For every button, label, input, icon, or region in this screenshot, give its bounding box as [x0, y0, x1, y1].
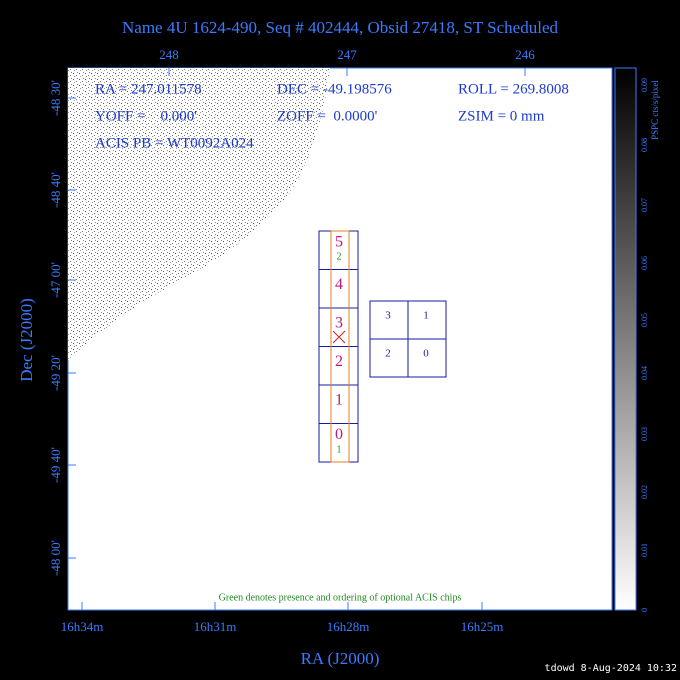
pb-region: [330, 230, 350, 463]
colorbar-tick-label: 0.04: [640, 366, 649, 380]
acis-s-label: 1: [335, 392, 343, 409]
x-label: RA (J2000): [301, 649, 380, 668]
acis-s-label: 2: [335, 353, 343, 370]
left-tick-label: -47 00': [48, 262, 63, 298]
left-tick-label: -48 30': [48, 80, 63, 116]
info-text: ZSIM = 0 mm: [458, 108, 545, 124]
colorbar-tick-label: 0.07: [640, 198, 649, 212]
left-tick-label: -48 00': [48, 540, 63, 576]
acis-i-label: 2: [385, 348, 391, 360]
left-tick-label: -49 20': [48, 355, 63, 391]
colorbar-tick-label: 0.05: [640, 313, 649, 327]
colorbar-tick-label: 0.02: [640, 485, 649, 499]
acis-s-label: 4: [335, 276, 343, 293]
colorbar: [614, 67, 637, 611]
top-tick-label: 246: [515, 47, 535, 62]
info-text: YOFF = 0.000': [95, 108, 197, 124]
info-text: ACIS PB = WT0092A024: [95, 135, 254, 151]
info-text: ZOFF = 0.0000': [277, 108, 378, 124]
left-tick-label: -49 40': [48, 447, 63, 483]
optional-mark: 1: [337, 444, 342, 455]
acis-s-label: 0: [335, 426, 343, 443]
footer: tdowd 8-Aug-2024 10:32: [545, 663, 677, 674]
info-text: ROLL = 269.8008: [458, 81, 569, 97]
y-label: Dec (J2000): [17, 298, 36, 382]
colorbar-tick-label: 0.06: [640, 256, 649, 270]
acis-i-label: 0: [423, 348, 429, 360]
info-text: DEC = -49.198576: [277, 81, 392, 97]
colorbar-tick-label: 0.03: [640, 427, 649, 441]
top-tick-label: 247: [337, 47, 357, 62]
colorbar-tick-label: 0.09: [640, 78, 649, 92]
optional-mark: 2: [337, 251, 342, 262]
acis-i-chip: [407, 338, 447, 378]
bottom-tick-label: 16h31m: [194, 619, 237, 634]
aimpoint: [332, 330, 346, 344]
bottom-tick-label: 16h28m: [327, 619, 370, 634]
bottom-tick-label: 16h34m: [61, 619, 104, 634]
top-tick-label: 248: [159, 47, 179, 62]
info-text: RA = 247.011578: [95, 81, 202, 97]
acis-s-label: 3: [335, 315, 343, 332]
acis-i-label: 3: [385, 310, 391, 322]
title: Name 4U 1624-490, Seq # 402444, Obsid 27…: [122, 18, 558, 37]
bottom-tick-label: 16h25m: [461, 619, 504, 634]
acis-i-label: 1: [423, 310, 429, 322]
colorbar-tick-label: 0: [640, 608, 649, 612]
colorbar-tick-label: 0.08: [640, 138, 649, 152]
acis-s-label: 5: [335, 234, 343, 251]
note: Green denotes presence and ordering of o…: [219, 592, 462, 603]
star-field: [68, 68, 330, 360]
colorbar-tick-label: 0.01: [640, 543, 649, 557]
colorbar-label: PSPC cts/s/pixel: [650, 80, 660, 140]
left-tick-label: -48 40': [48, 172, 63, 208]
